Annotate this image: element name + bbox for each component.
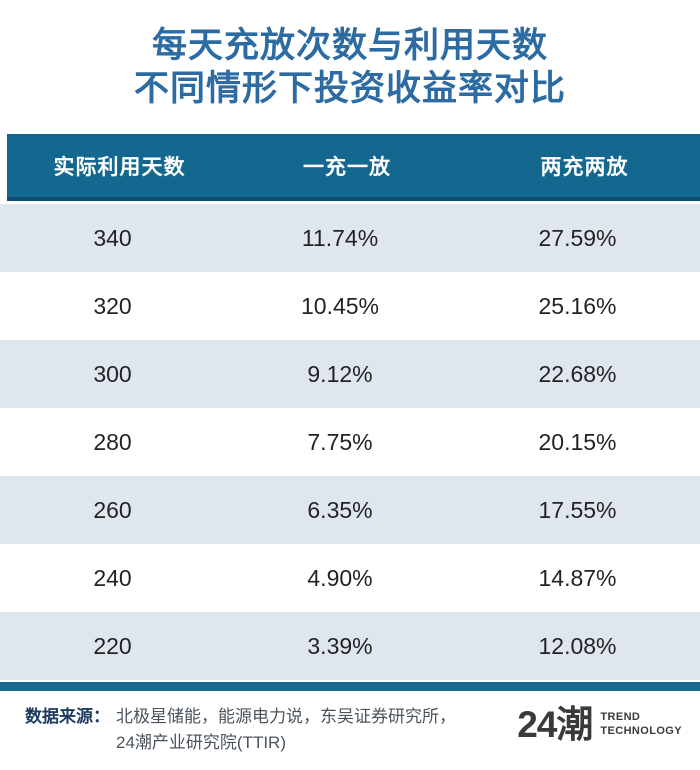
logo-sub-line-1: TREND <box>600 711 641 724</box>
column-header-days: 实际利用天数 <box>53 155 186 179</box>
data-source-line-2: 24潮产业研究院(TTIR) <box>116 733 286 753</box>
table-cell: 12.08% <box>538 632 617 659</box>
comparison-table: 实际利用天数 一充一放 两充两放 340 11.74% 27.59% 320 1… <box>0 134 700 681</box>
title-line-2: 不同情形下投资收益率对比 <box>133 69 566 109</box>
table-body: 340 11.74% 27.59% 320 10.45% 25.16% 300 … <box>0 204 700 681</box>
table-row: 300 9.12% 22.68% <box>0 340 700 409</box>
logo-sub-line-2: TECHNOLOGY <box>600 724 682 737</box>
table-row: 240 4.90% 14.87% <box>0 544 700 613</box>
table-cell: 6.35% <box>307 496 373 523</box>
data-source-line-1: 北极星储能，能源电力说，东吴证券研究所， <box>116 707 456 727</box>
table-cell: 14.87% <box>538 564 617 591</box>
table-cell: 260 <box>93 496 132 523</box>
table-cell: 4.90% <box>307 564 373 591</box>
logo-24chao: 24潮 <box>517 704 593 746</box>
table-cell: 20.15% <box>538 428 617 455</box>
data-source: 数据来源： 北极星储能，能源电力说，东吴证券研究所， 24潮产业研究院(TTIR… <box>25 704 456 757</box>
table-cell: 300 <box>93 360 132 387</box>
table-cell: 11.74% <box>301 224 379 251</box>
chart-title: 每天充放次数与利用天数 不同情形下投资收益率对比 <box>0 0 700 110</box>
table-cell: 280 <box>93 428 132 455</box>
footer-divider-bar <box>0 682 700 692</box>
table-row: 280 7.75% 20.15% <box>0 408 700 477</box>
table-header-row: 实际利用天数 一充一放 两充两放 <box>7 134 700 202</box>
table-cell: 220 <box>93 632 132 659</box>
column-header-one-cycle: 一充一放 <box>303 155 391 179</box>
table-cell: 340 <box>93 224 132 251</box>
table-row: 340 11.74% 27.59% <box>0 204 700 273</box>
table-row: 260 6.35% 17.55% <box>0 476 700 545</box>
table-cell: 25.16% <box>538 292 617 319</box>
column-header-two-cycle: 两充两放 <box>540 155 629 179</box>
data-source-label: 数据来源： <box>25 707 110 727</box>
table-cell: 240 <box>93 564 132 591</box>
table-cell: 22.68% <box>538 360 617 387</box>
table-row: 220 3.39% 12.08% <box>0 612 700 681</box>
logo-subtitle: TREND TECHNOLOGY <box>600 711 682 737</box>
table-cell: 10.45% <box>300 292 379 319</box>
table-cell: 320 <box>93 292 132 319</box>
brand-logo: 24潮 TREND TECHNOLOGY <box>517 706 682 743</box>
table-cell: 27.59% <box>538 224 617 251</box>
table-cell: 7.75% <box>307 428 373 455</box>
title-line-1: 每天充放次数与利用天数 <box>151 26 548 65</box>
table-cell: 9.12% <box>307 360 373 387</box>
footer: 数据来源： 北极星储能，能源电力说，东吴证券研究所， 24潮产业研究院(TTIR… <box>0 691 700 757</box>
table-cell: 3.39% <box>307 632 373 659</box>
data-source-text: 北极星储能，能源电力说，东吴证券研究所， 24潮产业研究院(TTIR) <box>116 704 456 757</box>
table-cell: 17.55% <box>538 496 617 523</box>
table-row: 320 10.45% 25.16% <box>0 272 700 341</box>
